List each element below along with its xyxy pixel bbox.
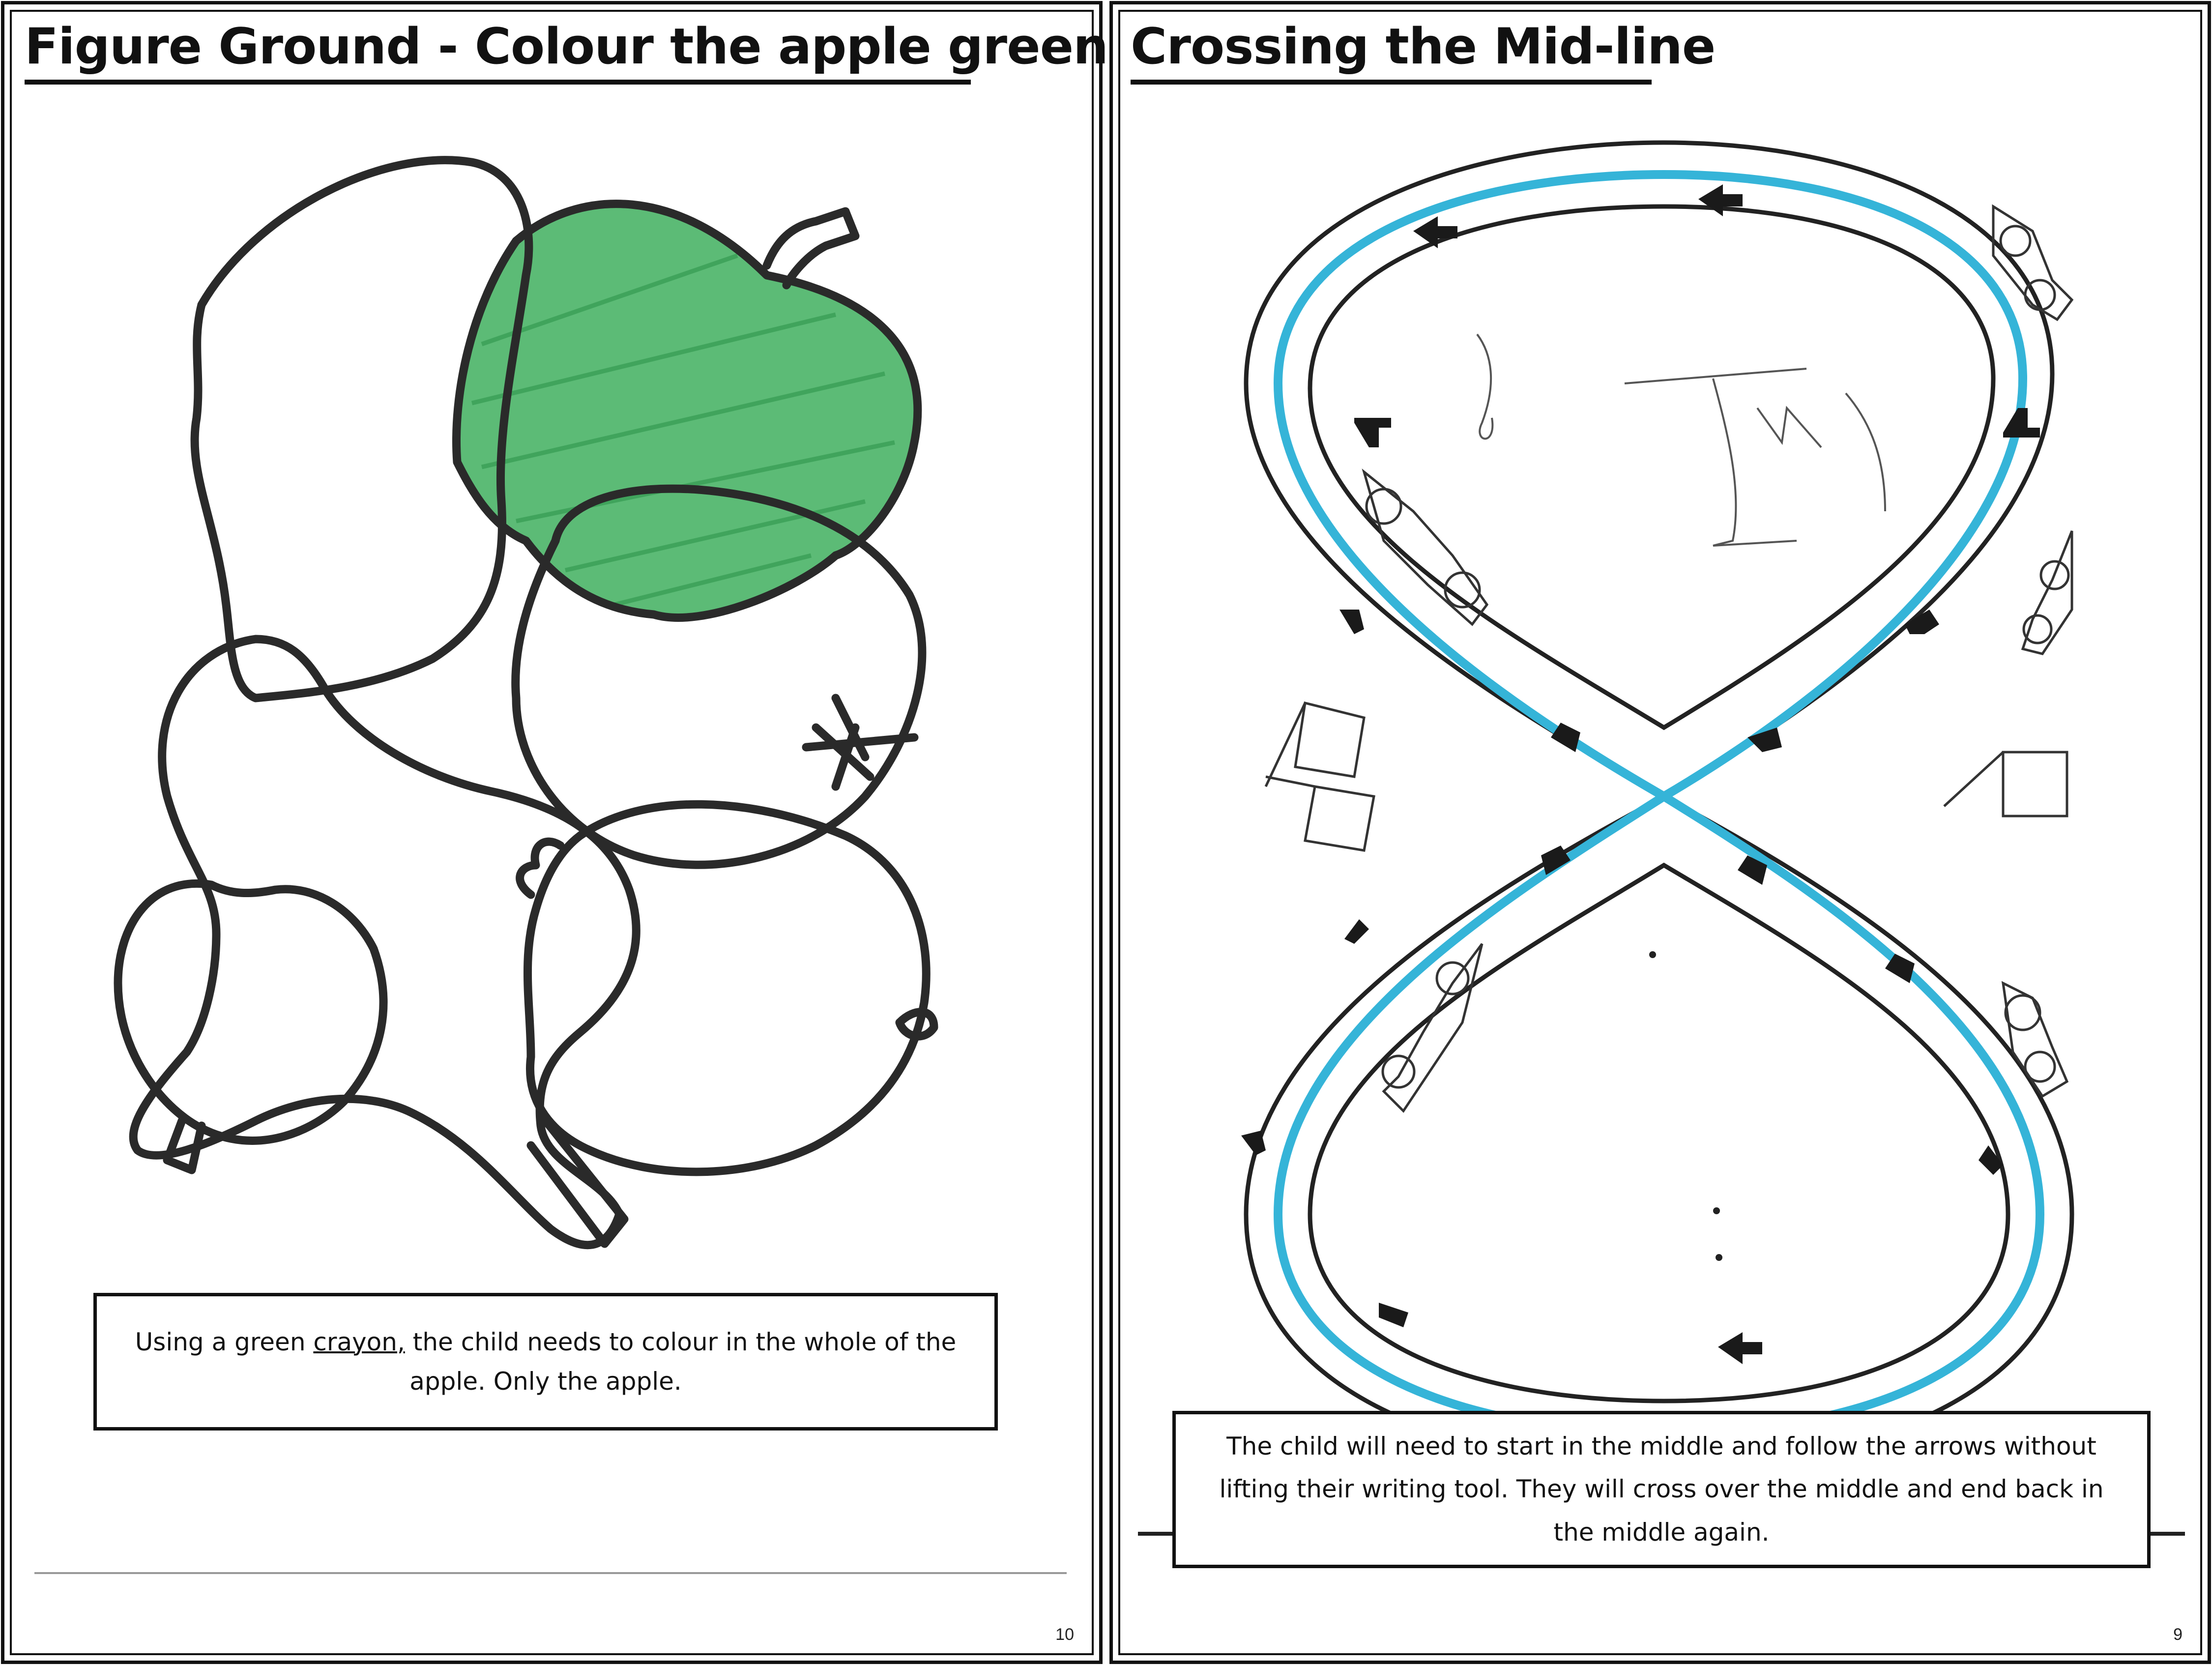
- instruction-box: The child will need to start in the midd…: [1172, 1411, 2151, 1568]
- checkered-flag-icon: [1265, 775, 1375, 852]
- arrow-icon: [1344, 919, 1369, 944]
- title-underline: [25, 80, 971, 85]
- track-decorations: [1264, 204, 2074, 1113]
- title-underline: [1131, 80, 1652, 85]
- round-fruit-outline: [523, 800, 931, 1176]
- instruction-underlined-word: crayon,: [313, 1328, 405, 1356]
- arrow-icon: [1551, 723, 1580, 752]
- instruction-text: The child will need to start in the midd…: [1219, 1431, 2104, 1547]
- page-border-inner: [1118, 10, 2202, 1655]
- apple-outline: [452, 200, 922, 622]
- track-inner-top: [1308, 204, 1996, 730]
- orange-outline: [511, 484, 927, 869]
- orange-calyx: [802, 694, 919, 791]
- arrow-icon: [1339, 610, 1364, 634]
- arrow-icon: [1979, 1145, 2003, 1175]
- small-apple-outline: [114, 879, 388, 1145]
- instruction-text: Using a green crayon, the child needs to…: [116, 1322, 975, 1401]
- arrow-icon: [1541, 846, 1571, 875]
- arrow-icon: [1354, 418, 1391, 447]
- dot-markers: [1649, 951, 1722, 1261]
- track-inner-bottom: [1308, 862, 2010, 1403]
- arrow-icon: [1738, 855, 1767, 885]
- arrow-icon: [1379, 1303, 1408, 1327]
- round-fruit-leaf: [895, 1008, 938, 1041]
- race-car-icon: [1992, 204, 2074, 321]
- child-scribbles: [1476, 333, 1886, 547]
- arrow-icon: [2003, 408, 2040, 438]
- arrow-icon: [1718, 1332, 1762, 1364]
- instruction-text-start: Using a green: [135, 1328, 314, 1356]
- page-border-outer: [1109, 1, 2211, 1664]
- arrow-icon: [1905, 610, 1939, 634]
- pear-stem: [526, 1116, 629, 1248]
- instruction-text-end: the child needs to colour in the whole o…: [405, 1328, 957, 1396]
- page-border-outer: [1, 1, 1103, 1664]
- page-number: 9: [2173, 1625, 2183, 1644]
- page-number: 10: [1055, 1625, 1074, 1644]
- arrow-icon: [1698, 184, 1743, 216]
- arrow-icon: [1413, 216, 1457, 248]
- crayon-texture: [471, 253, 895, 607]
- page-border-inner: [10, 10, 1094, 1655]
- arrow-icon: [1241, 1131, 1266, 1155]
- race-car-icon: [2021, 530, 2073, 655]
- small-apple-stem: [163, 1116, 206, 1174]
- round-fruit-stem: [516, 837, 565, 899]
- worksheet-page-figure-ground: Figure Ground - Colour the apple green: [0, 0, 1108, 1665]
- arrow-icon: [1885, 954, 1915, 983]
- pear-outline: [129, 635, 640, 1250]
- direction-arrows: [1241, 184, 2040, 1364]
- traced-path: [1273, 170, 2045, 1438]
- page-title: Figure Ground - Colour the apple green: [25, 17, 1108, 75]
- race-car-icon: [1362, 468, 1489, 626]
- checkered-flag-icon: [1943, 751, 2068, 818]
- instruction-box: Using a green crayon, the child needs to…: [93, 1293, 998, 1431]
- worksheet-page-crossing-midline: Crossing the Mid-line: [1108, 0, 2212, 1665]
- fruit-outline-drawing: [34, 156, 1067, 1574]
- lemon-outline: [190, 156, 533, 702]
- apple-stem: [762, 207, 860, 290]
- checkered-flag-icon: [1264, 701, 1366, 788]
- page-title: Crossing the Mid-line: [1131, 17, 1716, 75]
- arrow-icon: [1747, 728, 1782, 752]
- race-car-icon: [1382, 943, 1484, 1113]
